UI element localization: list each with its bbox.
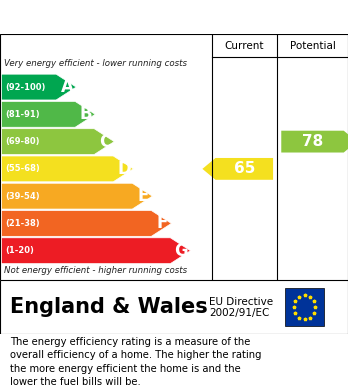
Text: England & Wales: England & Wales bbox=[10, 297, 208, 317]
Text: EU Directive
2002/91/EC: EU Directive 2002/91/EC bbox=[209, 296, 273, 318]
Text: Very energy efficient - lower running costs: Very energy efficient - lower running co… bbox=[4, 59, 187, 68]
Polygon shape bbox=[1, 210, 171, 236]
Text: (69-80): (69-80) bbox=[6, 137, 40, 146]
Text: G: G bbox=[175, 242, 188, 260]
Text: The energy efficiency rating is a measure of the
overall efficiency of a home. T: The energy efficiency rating is a measur… bbox=[10, 337, 262, 387]
Text: E: E bbox=[137, 187, 149, 205]
Polygon shape bbox=[1, 183, 152, 209]
Text: C: C bbox=[99, 133, 111, 151]
Text: Energy Efficiency Rating: Energy Efficiency Rating bbox=[10, 8, 239, 26]
Text: (81-91): (81-91) bbox=[6, 110, 40, 119]
Polygon shape bbox=[1, 74, 76, 100]
Text: (21-38): (21-38) bbox=[6, 219, 40, 228]
Text: (92-100): (92-100) bbox=[6, 83, 46, 91]
Polygon shape bbox=[1, 156, 133, 182]
Text: Current: Current bbox=[224, 41, 264, 51]
Text: (39-54): (39-54) bbox=[6, 192, 40, 201]
Text: F: F bbox=[157, 214, 168, 232]
Text: B: B bbox=[80, 105, 93, 123]
Polygon shape bbox=[1, 238, 190, 264]
Text: 65: 65 bbox=[234, 161, 255, 176]
Polygon shape bbox=[1, 129, 114, 154]
Text: (55-68): (55-68) bbox=[6, 164, 40, 173]
Polygon shape bbox=[281, 131, 348, 152]
Text: (1-20): (1-20) bbox=[6, 246, 34, 255]
Text: 78: 78 bbox=[302, 134, 323, 149]
Text: Not energy efficient - higher running costs: Not energy efficient - higher running co… bbox=[4, 265, 187, 274]
Text: D: D bbox=[117, 160, 131, 178]
Text: Potential: Potential bbox=[290, 41, 335, 51]
Polygon shape bbox=[203, 158, 273, 180]
Bar bbox=[285, 289, 324, 326]
Text: A: A bbox=[61, 78, 73, 96]
Polygon shape bbox=[1, 101, 95, 127]
